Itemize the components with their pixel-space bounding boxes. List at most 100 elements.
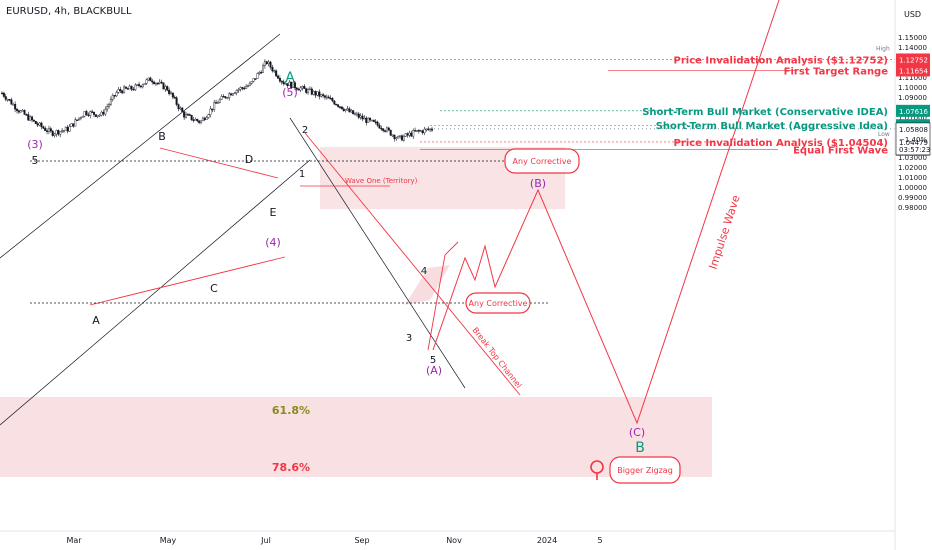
candle-body xyxy=(16,109,19,111)
high-label: High xyxy=(876,45,890,52)
candle-body xyxy=(121,90,124,94)
candle-body xyxy=(66,126,69,132)
candle-body xyxy=(179,107,182,110)
candle-body xyxy=(211,108,214,111)
any-corrective-callout: Any Corrective xyxy=(513,157,572,166)
candle-body xyxy=(378,124,381,129)
candle-body xyxy=(410,132,413,137)
wave-label: (5) xyxy=(282,86,298,99)
any-corrective-callout-box xyxy=(504,148,580,174)
candle-body xyxy=(201,117,204,122)
fib-618-label: 61.8% xyxy=(272,404,310,417)
candle-body xyxy=(62,129,65,132)
candle-body xyxy=(389,129,392,136)
candle-body xyxy=(344,109,347,111)
candle-body xyxy=(42,126,45,129)
candle-body xyxy=(367,117,370,123)
wave-label: (C) xyxy=(629,426,645,439)
candle-body xyxy=(421,130,424,134)
candle-body xyxy=(154,82,157,85)
candle-body xyxy=(224,96,227,99)
candle-body xyxy=(115,92,118,97)
candle-body xyxy=(194,118,197,121)
candle-body xyxy=(372,119,375,122)
candle-body xyxy=(126,88,129,90)
candle-body xyxy=(382,128,385,131)
candle-body xyxy=(316,91,319,96)
candle-body xyxy=(299,87,302,91)
candle-body xyxy=(350,110,353,113)
wave-label: A xyxy=(285,70,295,86)
candle-body xyxy=(29,116,32,121)
candle-body xyxy=(186,114,189,116)
x-tick-label: Nov xyxy=(446,536,462,545)
candle-body xyxy=(333,100,336,105)
level-label: Short-Term Bull Market (Conservative IDE… xyxy=(642,107,888,118)
candle-body xyxy=(87,114,90,116)
candle-body xyxy=(235,90,238,94)
any-corrective-callout: Any Corrective xyxy=(469,299,528,308)
candle-body xyxy=(233,92,236,95)
candle-body xyxy=(329,97,332,100)
candle-body xyxy=(76,119,79,121)
candle-body xyxy=(166,86,169,91)
candle-body xyxy=(412,130,415,137)
candle-body xyxy=(320,94,323,97)
candle-body xyxy=(361,115,364,120)
candle-body xyxy=(384,130,387,132)
candle-body xyxy=(85,111,88,115)
candle-body xyxy=(220,95,223,100)
candle-body xyxy=(31,116,34,121)
low-label: Low xyxy=(878,131,890,138)
candle-body xyxy=(288,81,291,86)
candle-body xyxy=(61,130,64,132)
candle-body xyxy=(168,90,171,94)
wave-label: B xyxy=(158,130,166,143)
wave-label: (4) xyxy=(265,236,281,249)
candle-body xyxy=(355,113,358,116)
fib-786-label: 78.6% xyxy=(272,461,310,474)
y-tick-label: 1.03000 xyxy=(898,154,927,162)
candle-body xyxy=(156,82,159,85)
wave-label: D xyxy=(245,153,253,166)
candle-body xyxy=(205,117,208,120)
candle-body xyxy=(256,73,259,79)
candle-body xyxy=(431,128,434,131)
candle-body xyxy=(27,114,30,121)
candle-body xyxy=(277,75,280,79)
candle-body xyxy=(338,106,341,108)
candle-body xyxy=(399,135,402,137)
candle-body xyxy=(46,130,49,132)
candle-body xyxy=(263,61,266,67)
candle-body xyxy=(6,99,9,101)
candle-body xyxy=(376,121,379,126)
candle-body xyxy=(70,123,73,127)
candle-body xyxy=(68,126,71,132)
candle-body xyxy=(250,81,253,84)
price-tag: 1.11654 xyxy=(899,67,928,75)
candle-body xyxy=(160,81,163,84)
candle-body xyxy=(301,86,304,89)
level-label: Price Invalidation Analysis ($1.12752) xyxy=(674,55,888,66)
wave-label: E xyxy=(270,206,277,219)
candle-body xyxy=(404,133,407,137)
candle-body xyxy=(171,92,174,98)
candle-body xyxy=(188,114,191,116)
wave-label: 5 xyxy=(430,355,436,366)
candle-body xyxy=(262,65,265,73)
down-channel-upper xyxy=(304,132,521,396)
candle-body xyxy=(10,99,13,105)
y-tick-label: 1.02000 xyxy=(898,164,927,172)
bigger-zigzag-callout: Bigger Zigzag xyxy=(617,466,673,475)
candle-body xyxy=(2,92,5,97)
candle-body xyxy=(402,136,405,141)
candle-body xyxy=(222,95,225,98)
candle-body xyxy=(400,135,403,141)
candle-body xyxy=(216,102,219,104)
candle-body xyxy=(292,82,295,88)
candle-body xyxy=(331,98,334,102)
candle-body xyxy=(260,72,263,74)
y-tick-label: 1.01000 xyxy=(898,174,927,182)
candle-body xyxy=(183,111,186,118)
